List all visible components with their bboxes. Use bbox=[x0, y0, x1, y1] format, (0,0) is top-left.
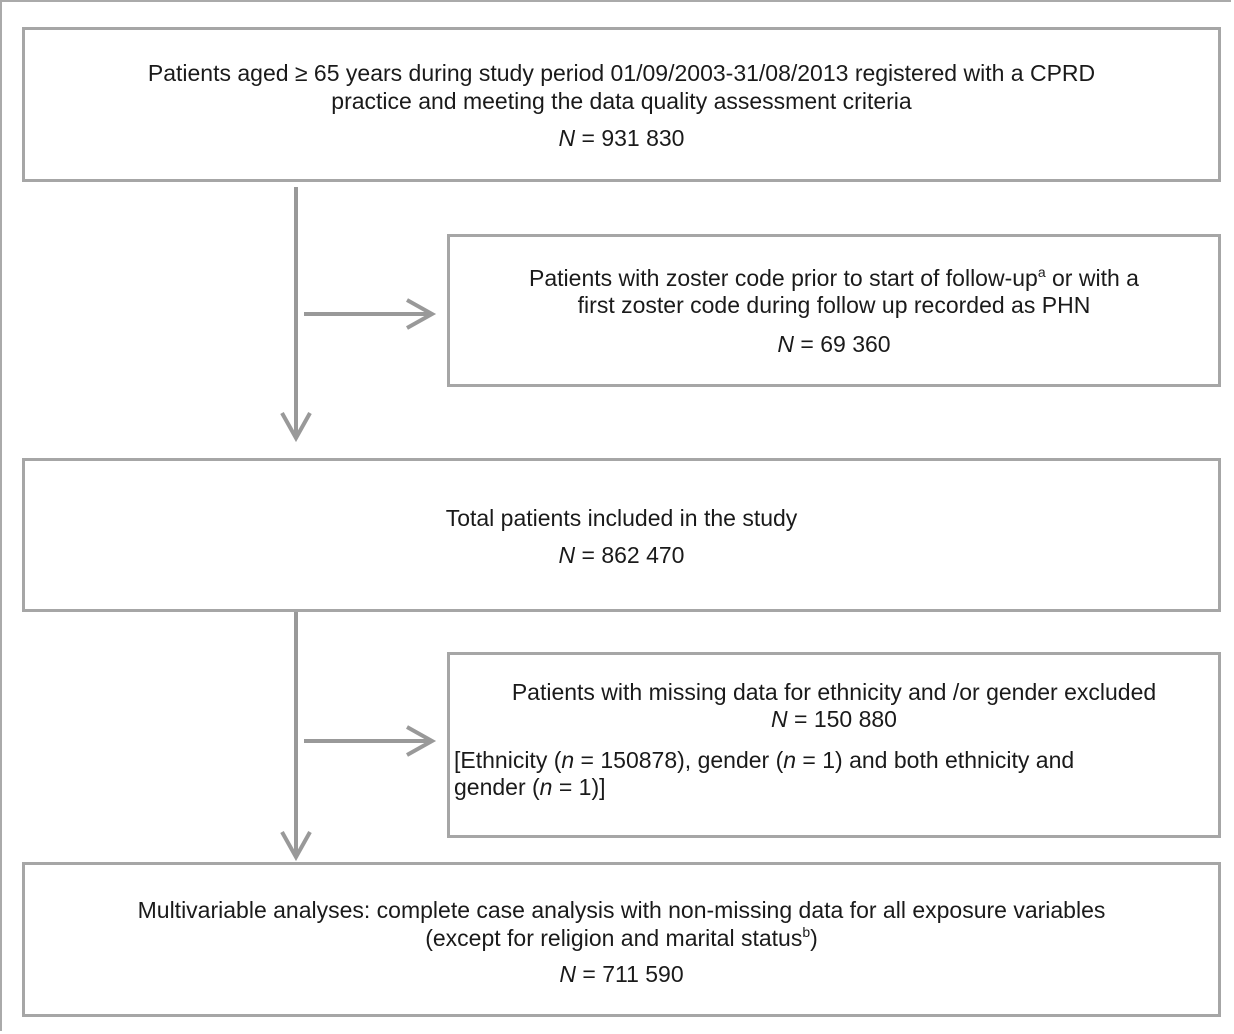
exclusion1-line1-text: Patients with zoster code prior to start… bbox=[529, 265, 1038, 291]
exclusion1-line2: first zoster code during follow up recor… bbox=[577, 292, 1091, 318]
box2-count: N = 862 470 bbox=[25, 542, 1218, 569]
box2-n-label: N bbox=[558, 542, 576, 568]
exclusion1-line1: Patients with zoster code prior to start… bbox=[450, 265, 1218, 292]
box1-line1: Patients aged ≥ 65 years during study pe… bbox=[147, 60, 1096, 86]
exclusion1-n-value: = 69 360 bbox=[794, 331, 891, 357]
trunk-arrow-2-head bbox=[280, 831, 312, 862]
exclusion2-detail-n2: n bbox=[783, 747, 797, 773]
box1-count: N = 931 830 bbox=[25, 125, 1218, 152]
footnote-b-marker: b bbox=[802, 924, 811, 940]
box-eligible-patients: Patients aged ≥ 65 years during study pe… bbox=[22, 27, 1221, 182]
exclusion2-detail-b: = 150878), gender ( bbox=[574, 747, 784, 773]
exclusion1-n-label: N bbox=[777, 331, 795, 357]
side-arrow-1-head bbox=[406, 298, 437, 330]
exclusion2-detail-n1: n bbox=[561, 747, 575, 773]
box1-n-label: N bbox=[558, 125, 576, 151]
box3-line1: Multivariable analyses: complete case an… bbox=[137, 897, 1106, 923]
exclusion2-n-label: N bbox=[771, 706, 788, 732]
exclusion2-detail-line1: [Ethnicity (n = 150878), gender (n = 1) … bbox=[450, 747, 1218, 774]
box-exclusion-zoster: Patients with zoster code prior to start… bbox=[447, 234, 1221, 387]
exclusion2-detail-n3: n bbox=[539, 774, 553, 800]
footnote-a-marker: a bbox=[1037, 264, 1046, 280]
trunk-arrow-1-head bbox=[280, 412, 312, 443]
exclusion2-detail-e: = 1)] bbox=[552, 774, 606, 800]
side-arrow-2-head bbox=[406, 725, 437, 757]
box3-n-label: N bbox=[559, 961, 576, 987]
box-exclusion-missing-data: Patients with missing data for ethnicity… bbox=[447, 652, 1221, 838]
box3-line2-post: ) bbox=[810, 925, 818, 951]
exclusion2-detail-a: [Ethnicity ( bbox=[454, 747, 562, 773]
box3-n-value: = 711 590 bbox=[575, 961, 684, 987]
exclusion2-detail-d: gender ( bbox=[454, 774, 540, 800]
exclusion2-line1: Patients with missing data for ethnicity… bbox=[511, 679, 1157, 705]
exclusion2-detail-c: = 1) and both ethnicity and bbox=[796, 747, 1075, 773]
box3-count: N = 711 590 bbox=[25, 961, 1218, 988]
box2-n-value: = 862 470 bbox=[575, 542, 685, 568]
box1-n-value: = 931 830 bbox=[575, 125, 685, 151]
exclusion2-count: N = 150 880 bbox=[450, 706, 1218, 733]
box3-line2: (except for religion and marital statusb… bbox=[25, 925, 1218, 952]
box1-line2: practice and meeting the data quality as… bbox=[331, 88, 912, 114]
box-total-included: Total patients included in the study N =… bbox=[22, 458, 1221, 612]
box2-line1: Total patients included in the study bbox=[445, 505, 798, 531]
exclusion2-n-value: = 150 880 bbox=[787, 706, 897, 732]
exclusion2-detail-line2: gender (n = 1)] bbox=[450, 774, 1218, 801]
box3-line2-text: (except for religion and marital status bbox=[425, 925, 803, 951]
exclusion1-count: N = 69 360 bbox=[450, 331, 1218, 358]
box-multivariable-analyses: Multivariable analyses: complete case an… bbox=[22, 862, 1221, 1017]
exclusion1-line1-post: or with a bbox=[1045, 265, 1139, 291]
